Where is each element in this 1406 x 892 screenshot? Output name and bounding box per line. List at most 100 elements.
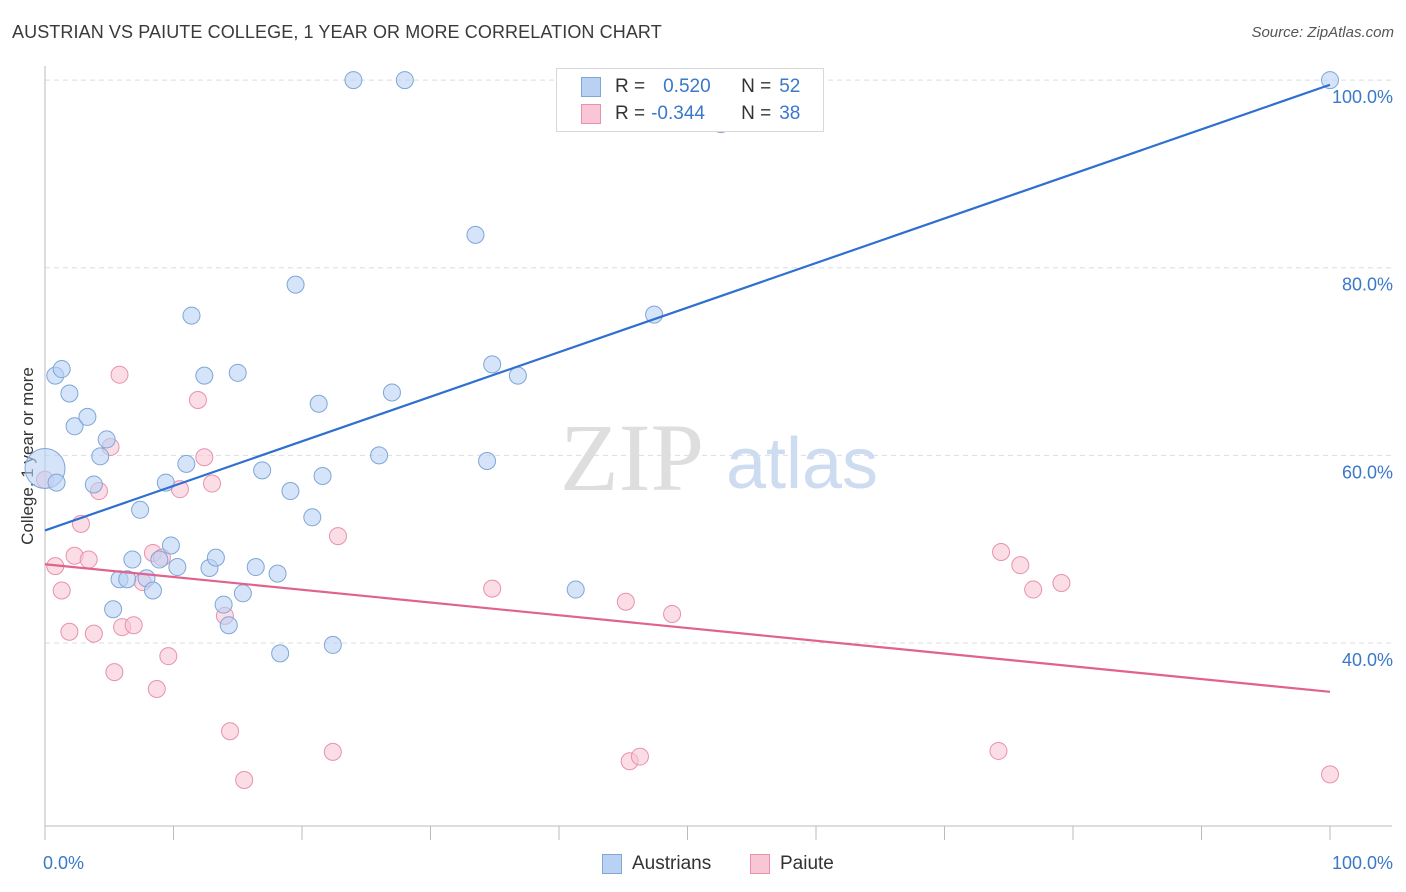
paiute-points [36,365,1339,790]
x-tick-label-max: 100.0% [1332,853,1393,873]
paiute-point [235,771,254,790]
austrians-point [370,446,389,465]
paiute-legend-label: Paiute [780,853,834,874]
austrians-point [47,473,66,492]
austrians-point [246,558,265,577]
tick-labels: 40.0% 60.0% 80.0% 100.0% 0.0% 100.0% [43,87,1393,873]
austrians-point [382,383,401,402]
austrians-n-label: N = [741,76,772,97]
paiute-point [159,647,178,666]
paiute-point [52,581,71,600]
austrians-point [78,407,97,426]
austrians-point [84,475,103,494]
paiute-legend-swatch [750,854,770,874]
austrians-point [395,71,414,90]
austrians-point [206,548,225,567]
y-tick-label: 40.0% [1342,650,1393,670]
austrians-point [271,644,290,663]
austrians-point [466,225,485,244]
axes [44,66,1392,840]
paiute-point [989,741,1008,760]
y-tick-label: 60.0% [1342,462,1393,482]
austrians-point [478,452,497,471]
austrians-point [97,430,116,449]
austrians-n-value: 52 [779,76,801,97]
paiute-point [663,604,682,623]
paiute-point [147,680,166,699]
paiute-point [483,579,502,598]
bottom-legend-paiute: Paiute [750,852,834,876]
austrians-point [313,467,332,486]
legend-row-austrians: R = 0.520 N = 52 [581,75,800,99]
paiute-r-value: -0.344 [651,103,705,124]
austrians-swatch [581,77,601,97]
austrians-point [65,417,84,436]
paiute-point [323,742,342,761]
source-label: Source: ZipAtlas.com [1251,24,1394,41]
austrians-r-value: 0.520 [663,76,711,97]
austrians-point [268,564,287,583]
paiute-point [79,550,98,569]
paiute-point [188,391,207,410]
austrians-point [344,71,363,90]
paiute-point [195,448,214,467]
paiute-point [1011,556,1030,575]
austrians-point [286,275,305,294]
x-tick-label-min: 0.0% [43,853,84,873]
austrians-point [233,584,252,603]
austrians-point [309,394,328,413]
austrians-point [483,355,502,374]
austrians-legend-swatch [602,854,622,874]
austrians-point [168,558,187,577]
watermark-atlas: atlas [726,424,878,504]
paiute-point [992,543,1011,562]
austrians-point [195,366,214,385]
correlation-legend: R = 0.520 N = 52 R = -0.344 N = 38 [556,68,824,132]
austrians-point [1321,71,1339,90]
bottom-legend-austrians: Austrians [602,852,711,876]
austrians-point [60,384,79,403]
austrians-point [253,461,272,480]
austrians-point [182,306,201,325]
paiute-swatch [581,104,601,124]
austrians-point [143,581,162,600]
austrians-point [177,454,196,473]
austrians-point [323,635,342,654]
paiute-n-value: 38 [779,103,801,124]
paiute-trend-line [44,563,1331,693]
paiute-point [203,474,222,493]
paiute-point [124,616,143,635]
austrians-point [161,536,180,555]
gridlines [45,79,1392,644]
legend-row-paiute: R = -0.344 N = 38 [581,102,800,126]
austrians-points [24,71,1339,663]
austrians-point [566,580,585,599]
watermark: ZIP atlas [560,404,878,511]
austrians-r-label: R = [615,76,646,97]
paiute-r-label: R = [615,103,646,124]
paiute-point [1052,573,1071,592]
austrians-point [123,550,142,569]
y-tick-label: 100.0% [1332,87,1393,107]
y-tick-label: 80.0% [1342,275,1393,295]
austrians-point [150,550,169,569]
trend-lines [44,83,1331,693]
austrians-point [281,482,300,501]
austrians-point [219,616,238,635]
paiute-point [221,722,240,741]
watermark-zip: ZIP [560,404,704,511]
paiute-point [84,624,103,643]
paiute-point [616,592,635,611]
austrians-point [508,366,527,385]
austrians-point [645,305,664,324]
paiute-point [60,622,79,641]
austrians-trend-line [44,83,1331,532]
austrians-point [131,500,150,519]
paiute-point [110,365,129,384]
austrians-point [104,600,123,619]
austrians-point [214,595,233,614]
paiute-n-label: N = [741,103,772,124]
paiute-point [105,663,124,682]
austrians-point [228,363,247,382]
